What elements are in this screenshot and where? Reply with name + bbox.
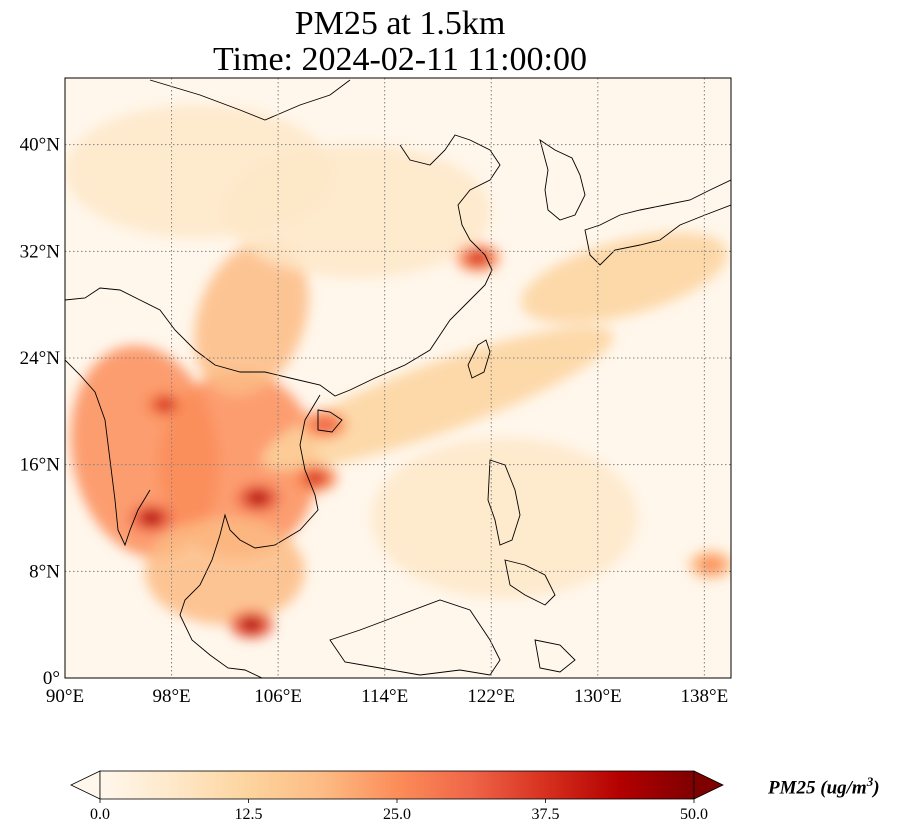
colorbar-label-sup: 3: [866, 774, 874, 789]
pm25-plume: [194, 240, 309, 396]
pm25-hotspot-core: [699, 556, 724, 573]
coastline-segment: [65, 359, 151, 547]
coastline-segment: [329, 599, 501, 676]
coastlines: [65, 79, 731, 678]
pm25-hotspot-core: [239, 616, 264, 633]
coastline-segment: [534, 639, 576, 673]
map-title-line2: Time: 2024-02-11 11:00:00: [212, 41, 588, 78]
pm25-hotspot-core: [152, 396, 177, 413]
x-tick-label: 138°E: [681, 686, 729, 707]
coastline-segment: [584, 179, 731, 266]
x-tick-label: 114°E: [361, 686, 408, 707]
colorbar-tick-label: 25.0: [383, 806, 411, 823]
coastline-segment: [504, 559, 556, 606]
colorbar-tick-label: 37.5: [532, 806, 560, 823]
colorbar-tick-label: 50.0: [680, 806, 708, 823]
pm25-blur-group: [65, 104, 731, 639]
pm25-plume: [144, 518, 305, 625]
colorbar-ticks: 0.0 12.5 25.0 37.5 50.0: [90, 799, 708, 823]
longitude-ticks: 90°E 98°E 106°E 114°E 122°E 130°E 138°E: [46, 686, 728, 707]
y-tick-label: 0°: [43, 668, 60, 689]
coastline-segment: [487, 459, 521, 546]
pm25-hotspot-core: [312, 416, 337, 433]
y-tick-label: 8°N: [29, 561, 60, 582]
map-panel: 90°E 98°E 106°E 114°E 122°E 130°E 138°E 0° 8°N 1…: [20, 77, 732, 707]
map-frame: [64, 77, 732, 679]
colorbar-bar: [99, 770, 695, 800]
coastline-segment: [65, 134, 501, 397]
y-tick-label: 24°N: [20, 348, 61, 369]
pm25-plume: [262, 326, 614, 470]
pm25-plume: [521, 232, 728, 324]
y-tick-label: 32°N: [20, 241, 61, 262]
coastline-segment: [317, 409, 343, 433]
x-tick-label: 130°E: [574, 686, 622, 707]
coastline-segment: [149, 79, 351, 121]
colorbar-label: PM25 (ug/m3): [768, 774, 880, 799]
pm25-plume: [371, 438, 638, 598]
pm25-hotspot-core: [246, 490, 271, 506]
colorbar-tick-label: 12.5: [235, 806, 263, 823]
x-tick-label: 98°E: [152, 686, 190, 707]
colorbar-extend-max: [693, 770, 724, 800]
colorbar-label-prefix: PM25 (ug/m: [768, 777, 867, 799]
latitude-ticks: 0° 8°N 16°N 24°N 32°N 40°N: [20, 135, 61, 689]
colorbar: 0.0 12.5 25.0 37.5 50.0: [70, 770, 724, 823]
x-tick-label: 106°E: [254, 686, 302, 707]
map-title-line1: PM25 at 1.5km: [294, 5, 506, 42]
colorbar-label-suffix: ): [873, 777, 880, 799]
coastline-segment: [179, 394, 321, 678]
y-tick-label: 16°N: [20, 455, 61, 476]
pm25-field: [65, 104, 731, 639]
y-tick-label: 40°N: [20, 135, 61, 156]
x-tick-label: 90°E: [46, 686, 84, 707]
colorbar-extend-min: [70, 770, 101, 800]
pm25-hotspot-core: [303, 470, 328, 486]
coastline-segment: [467, 339, 491, 379]
pm25-hotspot-core: [139, 510, 164, 526]
x-tick-label: 122°E: [467, 686, 515, 707]
coastline-segment: [539, 138, 586, 221]
colorbar-tick-label: 0.0: [90, 806, 110, 823]
pm25-plume: [65, 104, 332, 239]
